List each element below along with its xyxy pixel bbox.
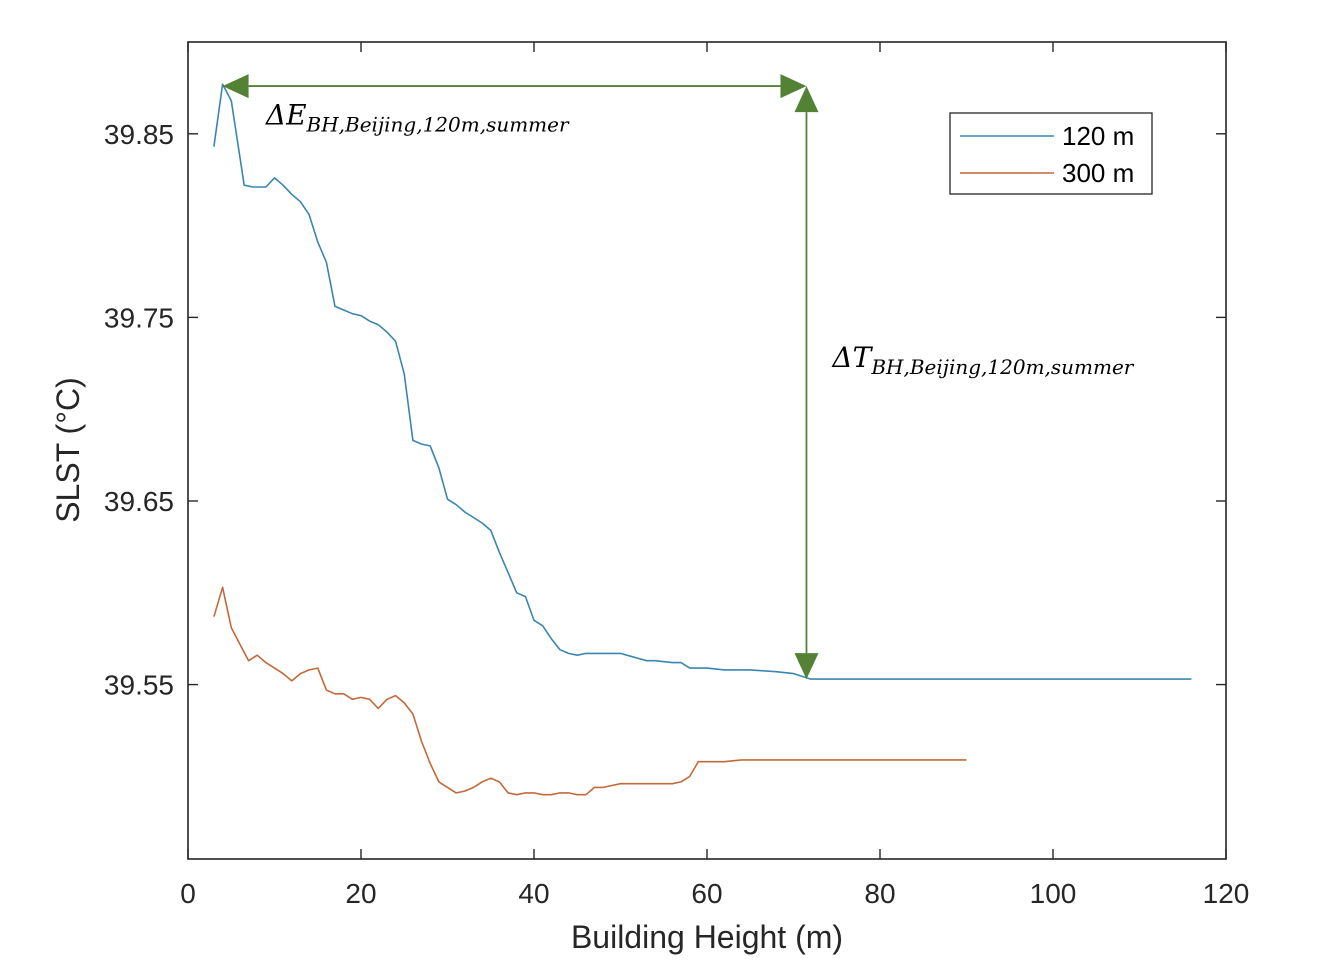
y-tick-label: 39.65 (104, 486, 174, 517)
x-tick-label: 100 (1030, 878, 1077, 909)
annotation-subscript: BH,Beijing,120m,summer (306, 113, 570, 137)
annotation-symbol: ΔE (265, 99, 307, 132)
legend-label: 300 m (1062, 158, 1134, 188)
arrow-head (794, 653, 819, 680)
y-tick-label: 39.55 (104, 670, 174, 701)
x-tick-label: 20 (345, 878, 376, 909)
legend-label: 120 m (1062, 121, 1134, 151)
annotation-subscript: BH,Beijing,120m,summer (870, 355, 1134, 379)
x-tick-label: 40 (518, 878, 549, 909)
x-tick-label: 60 (691, 878, 722, 909)
tick-labels: 0 20 40 60 80 100 120 39.55 39.65 39.75 39.85 (104, 119, 1249, 909)
x-tick-label: 0 (180, 878, 196, 909)
axis-ticks (187, 42, 1227, 859)
annotation-symbol: ΔT (831, 341, 873, 374)
x-tick-label: 120 (1203, 878, 1250, 909)
legend-box (949, 112, 1153, 195)
series-line-120m (213, 83, 1192, 680)
x-tick-label: 80 (864, 878, 895, 909)
arrow-head (794, 86, 819, 113)
arrow-head (780, 74, 807, 99)
x-axis-label: Building Height (m) (571, 919, 843, 955)
arrow-head (222, 74, 249, 99)
annotation-layer: ΔEBH,Beijing,120m,summerΔTBH,Beijing,120… (222, 74, 1135, 680)
annotation-delta-t: ΔTBH,Beijing,120m,summer (831, 341, 1134, 379)
annotation-delta-e: ΔEBH,Beijing,120m,summer (265, 99, 570, 137)
series-layer (213, 83, 1192, 796)
y-tick-label: 39.85 (104, 119, 174, 150)
series-line-300m (213, 586, 967, 796)
y-tick-label: 39.75 (104, 302, 174, 333)
plot-frame (187, 41, 1227, 860)
y-axis-label: SLST (°C) (50, 377, 86, 523)
legend: 120 m 300 m (949, 112, 1153, 195)
